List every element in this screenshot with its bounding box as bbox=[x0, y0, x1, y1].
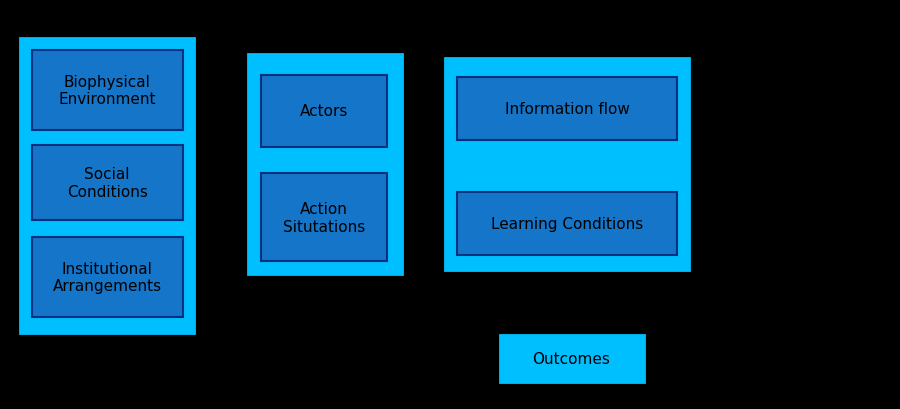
Text: Action
Situtations: Action Situtations bbox=[283, 202, 365, 234]
Text: Learning Conditions: Learning Conditions bbox=[491, 216, 644, 231]
FancyBboxPatch shape bbox=[32, 51, 183, 131]
Text: Actors: Actors bbox=[300, 104, 348, 119]
FancyBboxPatch shape bbox=[248, 55, 402, 274]
FancyBboxPatch shape bbox=[261, 174, 387, 262]
Text: Institutional
Arrangements: Institutional Arrangements bbox=[52, 261, 162, 293]
FancyBboxPatch shape bbox=[32, 237, 183, 317]
FancyBboxPatch shape bbox=[457, 192, 677, 256]
FancyBboxPatch shape bbox=[445, 59, 689, 270]
FancyBboxPatch shape bbox=[32, 145, 183, 221]
FancyBboxPatch shape bbox=[457, 78, 677, 141]
Text: Outcomes: Outcomes bbox=[533, 351, 610, 366]
FancyBboxPatch shape bbox=[20, 39, 194, 333]
FancyBboxPatch shape bbox=[500, 335, 644, 382]
Text: Social
Conditions: Social Conditions bbox=[67, 167, 148, 199]
Text: Biophysical
Environment: Biophysical Environment bbox=[58, 75, 156, 107]
Text: Information flow: Information flow bbox=[505, 102, 629, 117]
FancyBboxPatch shape bbox=[261, 76, 387, 147]
